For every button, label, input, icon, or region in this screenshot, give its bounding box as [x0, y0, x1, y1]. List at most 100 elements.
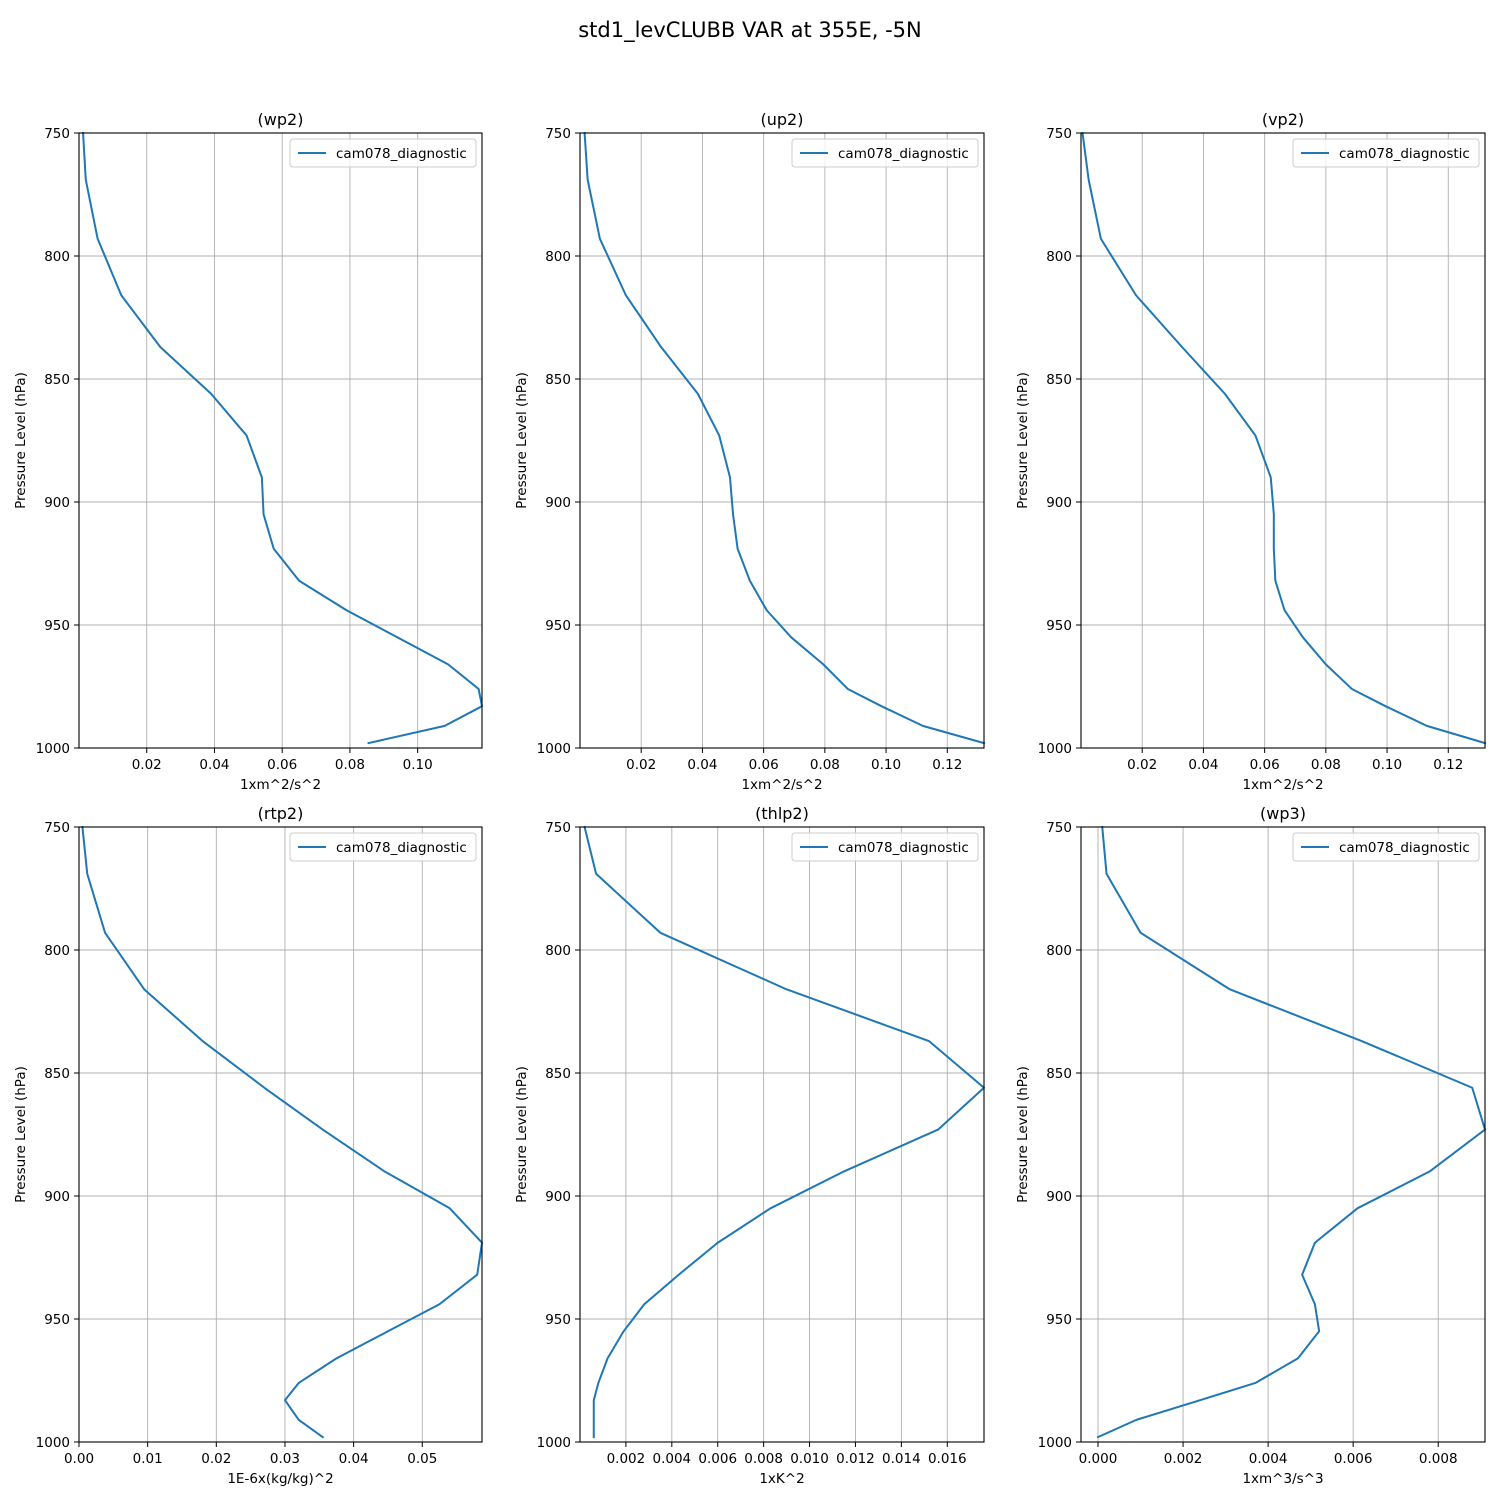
subplot-vp2: 0.02 0.04 0.06 0.08 0.10 0.12 750 800 850 900 950 1…: [1015, 110, 1487, 793]
y-tick-label: 800: [44, 249, 70, 265]
y-tick-label: 850: [545, 1066, 571, 1082]
y-tick-label: 750: [44, 126, 70, 142]
legend-box: [289, 138, 477, 168]
x-tick-label: 0.000: [1079, 1451, 1118, 1467]
legend: cam078_diagnostic: [289, 832, 477, 862]
x-tick-label: 0.05: [407, 1451, 437, 1467]
subplot-thlp2: 0.002 0.004 0.006 0.008 0.010 0.012 0.014 0.016…: [514, 804, 985, 1487]
x-tick-label: 0.03: [270, 1451, 300, 1467]
plot-frame: [579, 132, 985, 749]
x-tick-label: 0.06: [267, 757, 297, 773]
y-axis-label: Pressure Level (hPa): [1015, 1066, 1031, 1203]
y-tick-label: 900: [1046, 495, 1072, 511]
y-tick-label: 850: [1046, 372, 1072, 388]
y-tick-label: 750: [545, 126, 571, 142]
y-axis-label: Pressure Level (hPa): [13, 1066, 29, 1203]
x-axis-label: 1xK^2: [759, 1471, 804, 1487]
x-tick-label: 0.004: [652, 1451, 691, 1467]
y-tick-label: 900: [545, 1189, 571, 1205]
x-tick-label: 0.04: [687, 757, 717, 773]
x-tick-label: 0.02: [132, 757, 162, 773]
y-tick-label: 1000: [1038, 1435, 1072, 1451]
y-tick-label: 800: [545, 249, 571, 265]
plot-frame: [1080, 826, 1486, 1443]
x-axis-label: 1xm^2/s^2: [741, 777, 822, 793]
subplot-title: (wp2): [258, 110, 304, 129]
subplot-grid: 0.02 0.04 0.06 0.08 0.10 750 800 850 900 950 1000 (…: [13, 110, 1487, 1487]
plot-frame: [78, 132, 483, 749]
y-tick-label: 900: [545, 495, 571, 511]
x-tick-label: 0.006: [1334, 1451, 1373, 1467]
legend-label: cam078_diagnostic: [838, 840, 969, 856]
legend-box: [791, 138, 979, 168]
x-tick-label: 0.02: [1127, 757, 1157, 773]
x-tick-label: 0.04: [1188, 757, 1218, 773]
y-tick-label: 950: [1046, 618, 1072, 634]
plot-frame: [579, 826, 985, 1443]
subplot-rtp2: 0.00 0.01 0.02 0.03 0.04 0.05 750 800 850 900 950 1…: [13, 804, 483, 1487]
x-tick-label: 0.01: [133, 1451, 163, 1467]
subplot-title: (vp2): [1262, 110, 1304, 129]
y-tick-label: 750: [1046, 126, 1072, 142]
x-axis-label: 1E-6x(kg/kg)^2: [227, 1471, 333, 1487]
x-axis-label: 1xm^2/s^2: [240, 777, 321, 793]
y-tick-label: 950: [44, 618, 70, 634]
plot-frame: [78, 826, 483, 1443]
x-tick-label: 0.012: [836, 1451, 875, 1467]
subplot-wp3: 0.000 0.002 0.004 0.006 0.008 750 800 850 900 950…: [1015, 804, 1486, 1487]
y-tick-label: 900: [1046, 1189, 1072, 1205]
legend-label: cam078_diagnostic: [1339, 840, 1470, 856]
series-line: [82, 131, 483, 745]
x-tick-label: 0.006: [698, 1451, 737, 1467]
plot-frame: [1080, 132, 1486, 749]
legend-label: cam078_diagnostic: [336, 840, 467, 856]
legend-label: cam078_diagnostic: [336, 146, 467, 162]
legend: cam078_diagnostic: [791, 138, 979, 168]
x-tick-label: 0.00: [64, 1451, 94, 1467]
y-tick-label: 850: [1046, 1066, 1072, 1082]
legend: cam078_diagnostic: [289, 138, 477, 168]
subplot-title: (up2): [761, 110, 804, 129]
x-tick-label: 0.12: [1433, 757, 1463, 773]
series-line: [81, 825, 483, 1439]
y-axis-label: Pressure Level (hPa): [13, 372, 29, 509]
y-tick-label: 900: [44, 1189, 70, 1205]
x-tick-label: 0.02: [626, 757, 656, 773]
series-line: [1081, 131, 1487, 745]
legend-label: cam078_diagnostic: [1339, 146, 1470, 162]
x-tick-label: 0.002: [1164, 1451, 1203, 1467]
x-axis-label: 1xm^2/s^2: [1242, 777, 1323, 793]
x-tick-label: 0.08: [335, 757, 365, 773]
y-tick-label: 1000: [1038, 741, 1072, 757]
y-tick-label: 750: [44, 820, 70, 836]
y-tick-label: 950: [545, 618, 571, 634]
subplot-up2: 0.02 0.04 0.06 0.08 0.10 0.12 750 800 850 900 950 1…: [514, 110, 986, 793]
y-tick-label: 800: [545, 943, 571, 959]
y-tick-label: 850: [545, 372, 571, 388]
y-tick-label: 1000: [537, 741, 571, 757]
subplot-title: (rtp2): [258, 804, 304, 823]
legend: cam078_diagnostic: [791, 832, 979, 862]
x-tick-label: 0.016: [928, 1451, 967, 1467]
legend-box: [289, 832, 477, 862]
x-tick-label: 0.08: [1311, 757, 1341, 773]
x-tick-label: 0.06: [1250, 757, 1280, 773]
legend-box: [1292, 138, 1480, 168]
legend: cam078_diagnostic: [1292, 832, 1480, 862]
y-tick-label: 950: [1046, 1312, 1072, 1328]
x-tick-label: 0.06: [749, 757, 779, 773]
legend: cam078_diagnostic: [1292, 138, 1480, 168]
series-line: [583, 825, 985, 1439]
y-tick-label: 850: [44, 1066, 70, 1082]
subplot-wp2: 0.02 0.04 0.06 0.08 0.10 750 800 850 900 950 1000 (…: [13, 110, 483, 793]
series-line: [1096, 825, 1486, 1439]
y-tick-label: 1000: [36, 741, 70, 757]
y-tick-label: 950: [545, 1312, 571, 1328]
series-line: [583, 131, 986, 745]
subplot-title: (thlp2): [755, 804, 809, 823]
x-tick-label: 0.008: [1419, 1451, 1458, 1467]
x-tick-label: 0.08: [810, 757, 840, 773]
legend-box: [1292, 832, 1480, 862]
subplot-title: (wp3): [1260, 804, 1306, 823]
